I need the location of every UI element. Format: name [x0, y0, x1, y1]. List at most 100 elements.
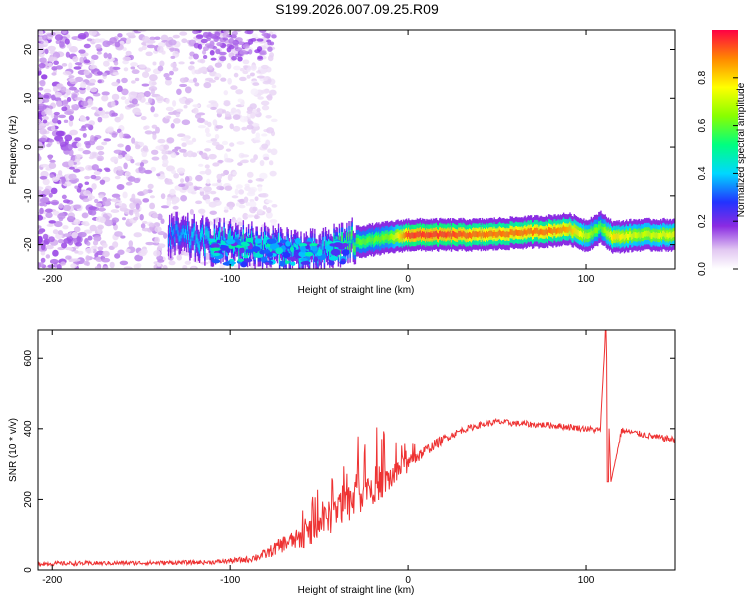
heatmap-cell: [133, 177, 141, 184]
heatmap-cell: [40, 170, 49, 178]
heatmap-cell: [99, 216, 106, 224]
heatmap-cell: [162, 159, 169, 165]
heatmap-cell: [62, 71, 72, 76]
heatmap-cell: [65, 51, 70, 58]
heatmap-cell: [238, 249, 240, 256]
heatmap-cell: [494, 231, 496, 238]
heatmap-cell: [38, 186, 44, 191]
snr-x-axis-label: Height of straight line (km): [298, 585, 415, 596]
heatmap-cell: [83, 69, 90, 76]
heatmap-cell: [633, 231, 635, 238]
heatmap-cell: [199, 170, 207, 175]
heatmap-cell: [123, 67, 129, 72]
heatmap-cell: [170, 55, 176, 59]
heatmap-cell: [142, 220, 148, 225]
snr-y-axis-label: SNR (10 * v/v): [8, 418, 19, 482]
heatmap-cell: [462, 230, 464, 237]
heatmap-cell: [380, 236, 382, 243]
heatmap-cell: [197, 43, 203, 50]
heatmap-cell: [451, 230, 454, 237]
heatmap-cell: [49, 258, 59, 265]
heatmap-cell: [246, 214, 255, 218]
heatmap-cell: [114, 41, 121, 48]
heatmap-cell: [341, 249, 350, 256]
heatmap-cell: [92, 248, 97, 254]
heatmap-cell: [204, 247, 206, 254]
heatmap-cell: [170, 123, 175, 129]
heatmap-cell: [224, 157, 232, 163]
heatmap-cell: [237, 41, 246, 46]
heatmap-cell: [468, 231, 471, 238]
heatmap-cell: [479, 230, 482, 237]
heatmap-cell: [128, 240, 134, 248]
heatmap-cell: [309, 243, 318, 247]
heatmap-cell: [339, 260, 346, 265]
heatmap-cell: [87, 235, 93, 241]
heatmap-cell: [467, 232, 470, 239]
heatmap-cell: [654, 232, 657, 239]
heatmap-cell: [111, 209, 117, 213]
heatmap-cell: [177, 230, 179, 237]
heatmap-cell: [224, 185, 233, 191]
heatmap-cell: [652, 231, 654, 238]
heatmap-cell: [376, 234, 378, 241]
heatmap-cell: [670, 233, 673, 240]
heatmap-cell: [53, 210, 60, 216]
heatmap-cell: [452, 230, 455, 237]
heatmap-cell: [92, 240, 99, 246]
heatmap-cell: [587, 233, 589, 239]
heatmap-cell: [180, 137, 190, 142]
heatmap-cell: [53, 111, 60, 116]
heatmap-cell: [68, 78, 76, 82]
heatmap-cell: [181, 119, 191, 126]
heatmap-cell: [195, 234, 198, 241]
heatmap-cell: [249, 158, 256, 163]
heatmap-cell: [82, 190, 92, 197]
spectrogram-y-ticks: -20 -10 0 10 20: [23, 44, 675, 252]
heatmap-cell: [68, 159, 74, 166]
heatmap-cell: [168, 260, 176, 266]
heatmap-cell: [96, 71, 103, 76]
heatmap-cell: [628, 234, 630, 240]
heatmap-cell: [68, 173, 77, 180]
heatmap-cell: [97, 150, 105, 156]
heatmap-cell: [363, 238, 365, 244]
heatmap-cell: [239, 67, 245, 72]
heatmap-cell: [41, 74, 48, 80]
heatmap-cell: [205, 198, 211, 204]
heatmap-cell: [184, 86, 192, 94]
heatmap-cell: [416, 231, 419, 237]
heatmap-cell: [252, 123, 260, 127]
heatmap-cell: [269, 247, 271, 254]
heatmap-cell: [215, 125, 224, 129]
heatmap-cell: [181, 38, 188, 44]
heatmap-cell: [381, 234, 383, 241]
heatmap-cell: [179, 148, 187, 153]
heatmap-cell: [189, 242, 191, 248]
heatmap-cell: [242, 59, 250, 65]
heatmap-cell: [166, 165, 175, 172]
y-tick-label: 200: [23, 491, 34, 508]
heatmap-cell: [300, 261, 311, 265]
heatmap-cell: [150, 88, 155, 95]
heatmap-cell: [215, 144, 224, 151]
heatmap-cell: [156, 261, 162, 267]
heatmap-cell: [354, 245, 357, 252]
heatmap-cell: [144, 130, 153, 135]
heatmap-cell: [68, 46, 78, 53]
heatmap-cell: [634, 232, 636, 239]
x-tick-label: 0: [405, 575, 411, 586]
heatmap-cell: [116, 85, 123, 93]
heatmap-cell: [101, 257, 111, 263]
heatmap-cell: [316, 251, 323, 257]
heatmap-cell: [576, 229, 579, 236]
heatmap-cell: [191, 137, 197, 143]
heatmap-cell: [437, 233, 440, 240]
heatmap-cell: [77, 231, 87, 238]
heatmap-cell: [130, 66, 136, 70]
heatmap-cell: [195, 174, 203, 182]
heatmap-cell: [177, 133, 186, 137]
heatmap-cell: [353, 245, 356, 252]
heatmap-cell: [176, 167, 186, 174]
heatmap-cell: [212, 199, 222, 206]
